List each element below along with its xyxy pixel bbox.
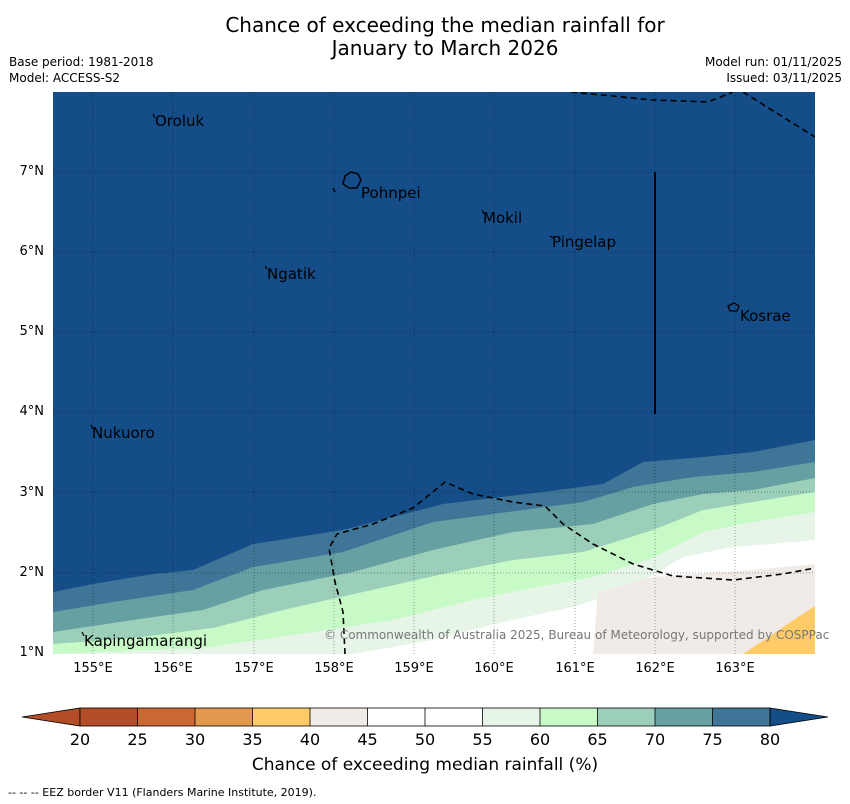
pohnpei-atoll-mark — [332, 187, 336, 193]
lon-label-162e: 162°E — [635, 661, 675, 676]
colorbar-tick-65: 65 — [587, 730, 608, 749]
lat-label-3n: 3°N — [19, 485, 45, 500]
colorbar — [21, 704, 829, 730]
colorbar-extend-low — [21, 707, 81, 727]
colorbar-dividers — [137, 708, 713, 726]
colorbar-70-75 — [655, 708, 713, 726]
lat-label-5n: 5°N — [19, 324, 45, 339]
colorbar-65-70 — [597, 708, 655, 726]
island-label-pohnpei: Pohnpei — [361, 184, 421, 202]
island-label-nukuoro: Nukuoro — [92, 424, 155, 442]
lat-label-2n: 2°N — [19, 565, 45, 580]
colorbar-20-25 — [80, 708, 138, 726]
zone-35 — [743, 606, 815, 654]
colorbar-tick-55: 55 — [472, 730, 493, 749]
zone-40 — [593, 564, 815, 654]
rainfall-map — [53, 92, 815, 654]
colorbar-tick-50: 50 — [414, 730, 436, 749]
colorbar-40-45 — [310, 708, 368, 726]
lat-label-7n: 7°N — [19, 164, 45, 179]
lon-label-163e: 163°E — [715, 661, 755, 676]
kosrae-outline — [727, 302, 740, 312]
lat-label-4n: 4°N — [19, 404, 45, 419]
lat-label-6n: 6°N — [19, 244, 45, 259]
eez-border — [328, 92, 815, 654]
island-label-oroluk: Oroluk — [155, 112, 205, 130]
colorbar-outline — [79, 707, 771, 727]
eez-footnote: -- -- -- EEZ border V11 (Flanders Marine… — [8, 786, 317, 799]
colorbar-tick-30: 30 — [184, 730, 206, 749]
colorbar-60-65 — [540, 708, 598, 726]
title-line-1: Chance of exceeding the median rainfall … — [225, 13, 665, 37]
colorbar-25-30 — [137, 708, 195, 726]
colorbar-extend-high — [769, 707, 829, 727]
colorbar-tick-70: 70 — [644, 730, 666, 749]
colorbar-tick-25: 25 — [127, 730, 148, 749]
island-label-kapingamarangi: Kapingamarangi — [84, 632, 208, 650]
base-period: Base period: 1981-2018 — [9, 55, 154, 69]
model-name: Model: ACCESS-S2 — [9, 71, 121, 85]
issued-date: Issued: 03/11/2025 — [726, 71, 842, 85]
island-label-mokil: Mokil — [483, 209, 523, 227]
colorbar-50-55 — [425, 708, 483, 726]
colorbar-tick-45: 45 — [357, 730, 378, 749]
colorbar-35-40 — [252, 708, 310, 726]
map-svg — [53, 92, 815, 654]
title-line-2: January to March 2026 — [331, 36, 559, 60]
lon-label-158e: 158°E — [314, 661, 354, 676]
lon-label-155e: 155°E — [73, 661, 113, 676]
lon-label-160e: 160°E — [474, 661, 514, 676]
colorbar-45-50 — [367, 708, 425, 726]
colorbar-tick-35: 35 — [242, 730, 263, 749]
lon-label-159e: 159°E — [394, 661, 434, 676]
colorbar-tick-40: 40 — [299, 730, 321, 749]
lon-label-156e: 156°E — [153, 661, 193, 676]
colorbar-svg — [21, 707, 829, 727]
colorbar-tick-80: 80 — [759, 730, 781, 749]
colorbar-title: Chance of exceeding median rainfall (%) — [251, 755, 599, 775]
colorbar-tick-20: 20 — [69, 730, 91, 749]
copyright-notice: © Commonwealth of Australia 2025, Bureau… — [324, 628, 830, 642]
atoll-marks — [81, 113, 554, 637]
island-label-pingelap: Pingelap — [552, 233, 617, 251]
colorbar-55-60 — [482, 708, 540, 726]
colorbar-tick-60: 60 — [529, 730, 551, 749]
lon-label-161e: 161°E — [555, 661, 595, 676]
model-run: Model run: 01/11/2025 — [704, 55, 842, 69]
map-title: Chance of exceeding the median rainfall … — [0, 14, 850, 60]
meta-left: Base period: 1981-2018 Model: ACCESS-S2 — [9, 54, 154, 86]
meta-right: Model run: 01/11/2025 Issued: 03/11/2025 — [705, 54, 842, 86]
pohnpei-outline — [342, 171, 362, 189]
island-label-ngatik: Ngatik — [267, 265, 316, 283]
colorbar-tick-75: 75 — [702, 730, 723, 749]
colorbar-30-35 — [195, 708, 253, 726]
lon-label-157e: 157°E — [234, 661, 274, 676]
lat-label-1n: 1°N — [19, 645, 45, 660]
colorbar-75-80 — [712, 708, 770, 726]
graticule — [53, 92, 815, 654]
island-label-kosrae: Kosrae — [740, 307, 791, 325]
